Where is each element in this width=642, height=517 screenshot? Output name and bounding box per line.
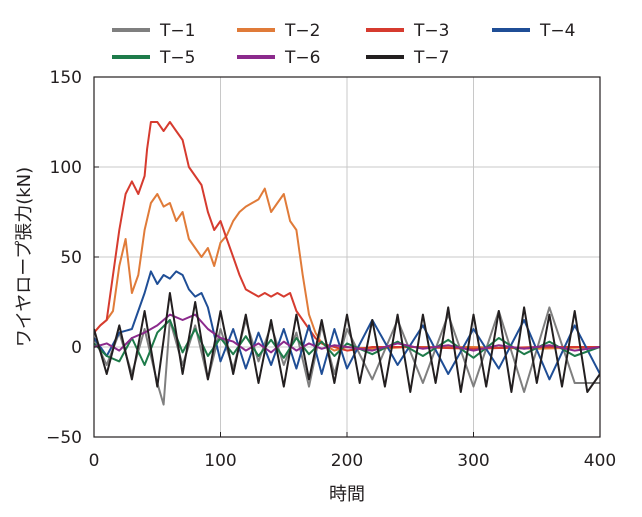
legend-label-6: T−6	[284, 48, 320, 68]
y-tick-label: −50	[46, 428, 82, 448]
x-tick-label: 300	[457, 451, 489, 471]
x-tick-label: 200	[331, 451, 363, 471]
legend: T−1 T−2 T−3 T−4 T−5 T−6 T−7	[112, 21, 575, 68]
y-tick-label: 0	[71, 338, 82, 358]
y-axis-ticks: −50 0 50 100 150	[46, 68, 99, 448]
x-tick-label: 0	[89, 451, 100, 471]
y-tick-label: 100	[50, 158, 82, 178]
legend-label-3: T−3	[413, 21, 449, 41]
series-line-6	[94, 313, 600, 354]
legend-label-4: T−4	[539, 21, 575, 41]
x-axis-title: 時間	[329, 484, 365, 505]
legend-label-5: T−5	[159, 48, 195, 68]
x-axis-ticks: 0 100 200 300 400	[89, 432, 616, 471]
series-line-7	[94, 292, 600, 393]
series-line-3	[94, 121, 600, 352]
legend-label-7: T−7	[413, 48, 449, 68]
x-tick-label: 100	[204, 451, 236, 471]
y-tick-label: 150	[50, 68, 82, 88]
plot-area	[93, 76, 601, 438]
gridlines	[94, 77, 600, 437]
series-line-5	[94, 319, 600, 366]
series-lines	[94, 121, 600, 406]
y-axis-title: ワイヤロープ張力(kN)	[14, 167, 35, 347]
legend-label-2: T−2	[284, 21, 320, 41]
y-tick-label: 50	[60, 248, 82, 268]
legend-label-1: T−1	[159, 21, 195, 41]
x-tick-label: 400	[584, 451, 616, 471]
